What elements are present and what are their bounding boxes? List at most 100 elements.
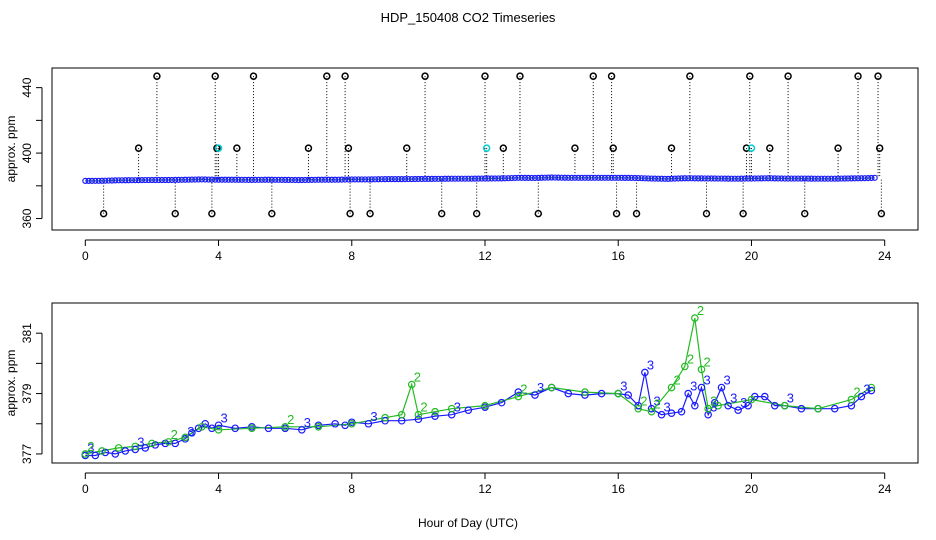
main-trace-point	[741, 175, 748, 182]
instrument-2-point	[131, 442, 140, 451]
main-trace-point	[635, 174, 642, 182]
cyan-outlier-point	[747, 144, 756, 152]
main-trace-point	[768, 175, 775, 182]
instrument-3-marker-label: 3	[647, 357, 654, 372]
mid-outlier-point	[134, 144, 143, 152]
main-trace-point	[608, 174, 615, 181]
x-tick-label: 4	[215, 482, 222, 496]
main-trace-point	[438, 175, 445, 182]
main-trace-point	[498, 175, 505, 182]
main-trace-point	[405, 175, 412, 183]
instrument-3-point	[497, 398, 506, 407]
main-trace-point	[112, 177, 119, 184]
main-trace-point	[178, 176, 185, 183]
instrument-3-point	[677, 407, 686, 416]
main-trace-point	[861, 175, 868, 182]
high-outlier-point	[153, 72, 161, 80]
main-trace-point	[771, 175, 778, 182]
main-trace-point	[168, 176, 176, 184]
main-trace-point	[844, 175, 852, 182]
low-outlier-point	[171, 209, 179, 218]
panel-top-series	[82, 174, 878, 185]
main-trace-point	[288, 176, 295, 184]
main-trace-point	[308, 176, 315, 183]
panel-bottom-xlabel: Hour of Day (UTC)	[418, 516, 518, 530]
instrument-2-point	[814, 404, 822, 413]
x-tick-label: 4	[215, 249, 222, 263]
main-trace-point	[804, 175, 812, 182]
main-trace-point	[235, 176, 242, 183]
mid-outlier-point	[344, 144, 353, 152]
instrument-3-point	[414, 415, 423, 424]
main-trace-point	[818, 175, 825, 182]
instrument-3-marker-label: 3	[137, 434, 144, 449]
main-trace-point	[511, 174, 519, 182]
main-trace-point	[285, 176, 292, 184]
main-trace-point	[731, 175, 738, 182]
mid-outlier-point	[875, 144, 884, 152]
main-trace-point	[834, 175, 842, 182]
instrument-3-marker-label: 3	[454, 400, 461, 415]
main-trace-point	[508, 174, 515, 182]
main-trace-point	[748, 175, 755, 182]
instrument-2-marker-label: 2	[171, 427, 178, 442]
main-trace-point	[575, 174, 582, 181]
instrument-3-marker-label: 3	[740, 395, 747, 410]
main-trace-point	[585, 174, 592, 181]
main-trace-point	[864, 175, 872, 182]
main-trace-point	[272, 176, 279, 183]
high-outlier-point	[421, 72, 429, 80]
instrument-2-marker-label: 2	[687, 351, 694, 366]
main-trace-point	[695, 175, 702, 182]
main-trace-point	[158, 176, 166, 184]
main-trace-point	[824, 175, 832, 182]
main-trace-point	[478, 175, 485, 182]
main-trace-point	[195, 176, 202, 183]
main-trace-point	[465, 175, 472, 182]
main-trace-point	[685, 175, 692, 182]
main-trace-point	[95, 177, 102, 184]
main-trace-point	[102, 177, 109, 184]
main-trace-point	[421, 175, 429, 183]
low-outlier-point	[801, 209, 809, 218]
main-trace-point	[128, 177, 136, 184]
main-trace-point	[655, 175, 662, 182]
instrument-3-point	[867, 386, 876, 395]
mid-outlier-point	[742, 144, 751, 152]
main-trace-point	[305, 176, 312, 184]
main-trace-point	[625, 174, 632, 182]
instrument-2-point	[281, 422, 289, 431]
instrument-2-point	[414, 410, 423, 419]
instrument-3-point	[214, 421, 223, 430]
main-trace-point	[811, 175, 818, 182]
panel-bottom-zoomed: approx. ppm Hour of Day (UTC) 3 333 3 333 33…	[4, 302, 919, 530]
x-tick-label: 16	[612, 482, 626, 496]
main-trace-point	[681, 175, 688, 182]
main-trace-point	[122, 177, 129, 184]
instrument-2-point	[164, 438, 173, 446]
main-trace-point	[461, 175, 469, 182]
main-trace-point	[528, 174, 535, 182]
main-trace-point	[725, 175, 732, 182]
instrument-2-marker-label: 2	[640, 394, 647, 409]
instrument-2-point	[148, 439, 156, 448]
low-outlier-point	[268, 209, 276, 218]
low-outlier-point	[472, 209, 481, 218]
main-trace-point	[232, 176, 239, 183]
instrument-3-point	[724, 401, 732, 410]
high-outlier-point	[607, 72, 616, 80]
main-trace-point	[808, 175, 815, 182]
y-tick-label: 379	[20, 383, 34, 403]
high-outlier-point	[341, 72, 349, 80]
main-trace-point	[468, 175, 475, 182]
instrument-3-point	[624, 391, 633, 399]
main-trace-point	[315, 176, 322, 183]
instrument-3-marker-label: 3	[723, 373, 730, 388]
main-trace-point	[342, 176, 349, 183]
main-trace-point	[578, 174, 585, 181]
instrument-3-point	[131, 445, 140, 454]
main-trace-point	[705, 175, 712, 182]
instrument-3-marker-label: 3	[370, 409, 377, 424]
high-outlier-point	[211, 72, 219, 80]
